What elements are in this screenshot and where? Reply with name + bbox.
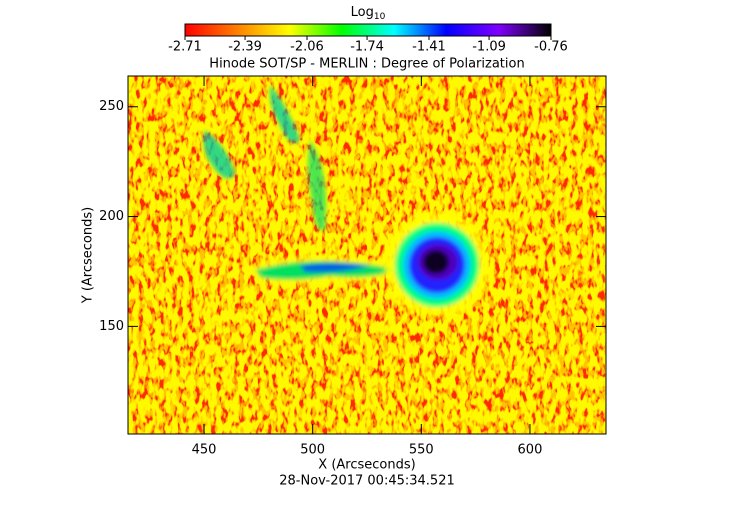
polarization-map — [128, 76, 606, 434]
chart-title: Hinode SOT/SP - MERLIN : Degree of Polar… — [209, 57, 524, 72]
x-tick-label: 500 — [300, 443, 325, 458]
colorbar — [184, 23, 552, 37]
plot-frame — [127, 75, 607, 435]
colorbar-tick-label: -1.41 — [412, 40, 446, 55]
colorbar-tick-label: -1.74 — [350, 40, 384, 55]
y-axis-label: Y (Arcseconds) — [81, 207, 96, 304]
colorbar-tick-label: -2.71 — [168, 40, 202, 55]
colorbar-tick-label: -2.39 — [228, 40, 262, 55]
x-tick-label: 550 — [409, 443, 434, 458]
colorbar-tick-label: -0.76 — [534, 40, 568, 55]
y-tick-label: 250 — [99, 99, 124, 114]
x-axis-label: X (Arcseconds) — [318, 458, 415, 473]
footer: 28-Nov-2017 00:45:34.521 — [279, 474, 455, 489]
colorbar-tick-label: -1.09 — [472, 40, 506, 55]
x-tick-label: 600 — [518, 443, 543, 458]
colorbar-label: Log10 — [351, 5, 386, 22]
x-tick-label: 450 — [192, 443, 217, 458]
colorbar-tick-label: -2.06 — [290, 40, 324, 55]
y-tick-label: 150 — [99, 319, 124, 334]
y-tick-label: 200 — [99, 209, 124, 224]
